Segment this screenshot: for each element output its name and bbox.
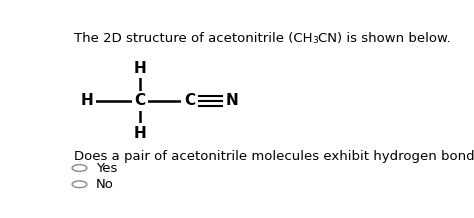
Text: 3: 3 bbox=[312, 36, 318, 45]
Text: N: N bbox=[226, 93, 238, 108]
Text: C: C bbox=[184, 93, 195, 108]
Text: H: H bbox=[81, 93, 93, 108]
Text: H: H bbox=[134, 61, 146, 76]
Text: CN) is shown below.: CN) is shown below. bbox=[318, 32, 451, 45]
Text: C: C bbox=[135, 93, 146, 108]
Text: No: No bbox=[96, 178, 114, 191]
Text: Does a pair of acetonitrile molecules exhibit hydrogen bonding?: Does a pair of acetonitrile molecules ex… bbox=[74, 150, 474, 163]
Text: H: H bbox=[134, 126, 146, 141]
Text: Yes: Yes bbox=[96, 162, 118, 174]
Text: The 2D structure of acetonitrile (CH: The 2D structure of acetonitrile (CH bbox=[74, 32, 312, 45]
